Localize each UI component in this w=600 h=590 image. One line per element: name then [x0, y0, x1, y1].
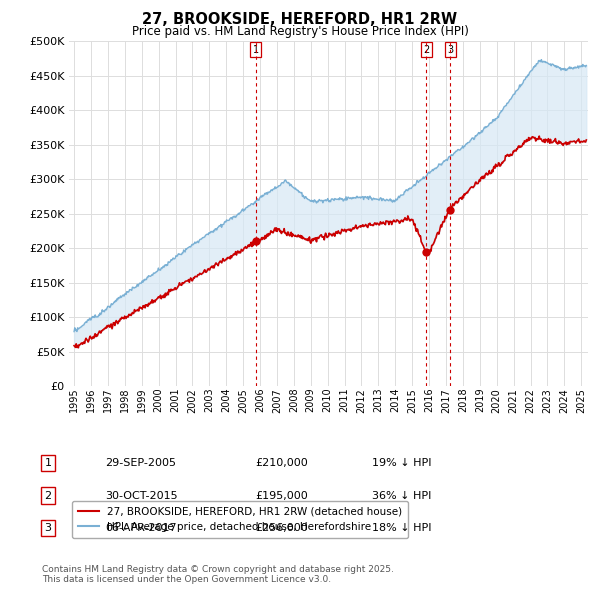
Text: 2: 2 — [423, 45, 430, 55]
Text: 27, BROOKSIDE, HEREFORD, HR1 2RW: 27, BROOKSIDE, HEREFORD, HR1 2RW — [142, 12, 458, 27]
Text: 19% ↓ HPI: 19% ↓ HPI — [372, 458, 431, 468]
Text: 06-APR-2017: 06-APR-2017 — [105, 523, 176, 533]
Text: £210,000: £210,000 — [255, 458, 308, 468]
Text: 30-OCT-2015: 30-OCT-2015 — [105, 491, 178, 500]
Legend: 27, BROOKSIDE, HEREFORD, HR1 2RW (detached house), HPI: Average price, detached : 27, BROOKSIDE, HEREFORD, HR1 2RW (detach… — [71, 500, 409, 538]
Text: 29-SEP-2005: 29-SEP-2005 — [105, 458, 176, 468]
Text: 2: 2 — [44, 491, 52, 500]
Text: £256,000: £256,000 — [255, 523, 308, 533]
Text: 36% ↓ HPI: 36% ↓ HPI — [372, 491, 431, 500]
Text: 3: 3 — [44, 523, 52, 533]
Text: £195,000: £195,000 — [255, 491, 308, 500]
Text: 1: 1 — [44, 458, 52, 468]
Text: 1: 1 — [253, 45, 259, 55]
Text: Contains HM Land Registry data © Crown copyright and database right 2025.
This d: Contains HM Land Registry data © Crown c… — [42, 565, 394, 584]
Text: 18% ↓ HPI: 18% ↓ HPI — [372, 523, 431, 533]
Text: 3: 3 — [448, 45, 454, 55]
Text: Price paid vs. HM Land Registry's House Price Index (HPI): Price paid vs. HM Land Registry's House … — [131, 25, 469, 38]
